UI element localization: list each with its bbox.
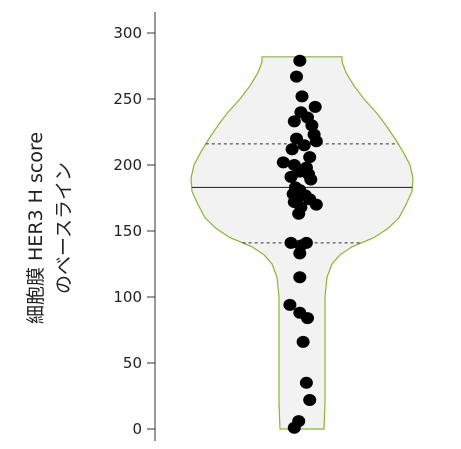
y-tick-label-200: 200 (113, 156, 142, 174)
y-tick-label-0: 0 (132, 420, 142, 438)
data-point-20 (304, 173, 318, 186)
data-point-41 (303, 394, 317, 406)
y-ticks: 0 50 100 150 200 250 300 (113, 24, 155, 438)
data-point-35 (293, 271, 307, 284)
data-point-12 (285, 143, 299, 156)
data-point-10 (309, 135, 323, 148)
data-point-6 (287, 115, 301, 128)
data-point-1 (290, 70, 303, 83)
data-point-38 (301, 312, 314, 325)
y-axis-title: 細胞膜 HER3 H score のベースライン (25, 132, 75, 324)
data-points (276, 54, 323, 434)
y-tick-label-300: 300 (113, 24, 142, 42)
data-point-0 (293, 54, 307, 67)
data-point-3 (308, 100, 322, 113)
data-point-39 (296, 335, 310, 348)
data-point-36 (283, 298, 297, 311)
data-point-31 (284, 236, 298, 249)
data-point-14 (276, 156, 290, 169)
y-tick-label-150: 150 (113, 222, 142, 240)
data-point-43 (287, 421, 301, 434)
y-axis-title-line-2: のベースライン (53, 162, 75, 294)
y-tick-label-100: 100 (113, 288, 142, 306)
data-point-28 (309, 198, 323, 211)
data-point-30 (292, 207, 306, 220)
data-point-2 (295, 90, 309, 103)
data-point-19 (284, 170, 298, 183)
y-tick-label-50: 50 (123, 354, 142, 372)
data-point-7 (305, 119, 319, 132)
y-axis-title-line-1: 細胞膜 HER3 H score (25, 132, 47, 324)
data-point-13 (303, 151, 317, 164)
y-tick-label-250: 250 (113, 90, 142, 108)
data-point-11 (297, 139, 311, 152)
data-point-40 (299, 376, 313, 389)
data-point-34 (293, 247, 307, 260)
